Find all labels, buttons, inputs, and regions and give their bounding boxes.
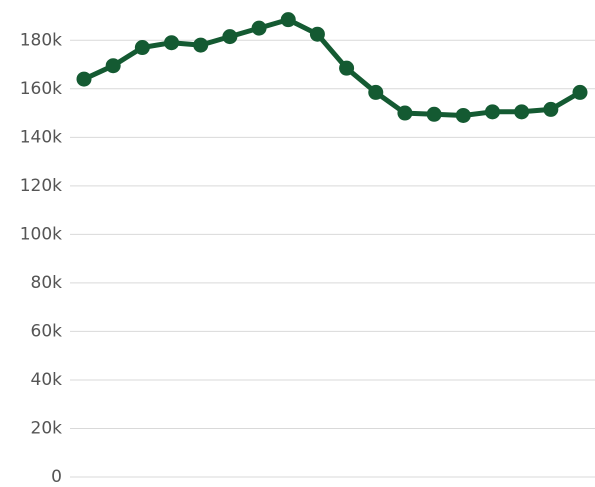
data-point-2[interactable]: [105, 58, 121, 74]
y-tick-label: 100k: [20, 224, 62, 244]
data-point-4[interactable]: [164, 35, 180, 51]
data-point-1[interactable]: [76, 71, 92, 87]
data-point-6[interactable]: [222, 29, 238, 45]
data-point-14[interactable]: [455, 107, 471, 123]
data-point-15[interactable]: [484, 104, 500, 120]
data-point-17[interactable]: [543, 101, 559, 117]
data-point-13[interactable]: [426, 106, 442, 122]
series-layer: [76, 12, 588, 123]
y-tick-label: 160k: [20, 79, 62, 99]
data-point-18[interactable]: [572, 84, 588, 100]
data-point-11[interactable]: [368, 84, 384, 100]
y-tick-label: 80k: [31, 273, 63, 293]
series-line: [81, 17, 583, 118]
data-point-10[interactable]: [339, 60, 355, 76]
data-point-5[interactable]: [193, 37, 209, 53]
y-tick-label: 120k: [20, 176, 62, 196]
y-tick-label: 40k: [31, 370, 63, 390]
y-tick-label: 180k: [20, 30, 62, 50]
data-point-12[interactable]: [397, 105, 413, 121]
y-axis-tick-labels: 0 20k 40k 60k 80k 100k 120k 140k 160k 180k: [20, 30, 62, 487]
y-tick-label: 0: [51, 467, 62, 487]
y-gridlines: [70, 39, 595, 478]
data-point-3[interactable]: [134, 40, 150, 56]
data-point-16[interactable]: [514, 104, 530, 120]
data-point-7[interactable]: [251, 20, 267, 36]
data-point-8[interactable]: [280, 12, 296, 28]
y-tick-label: 140k: [20, 127, 62, 147]
y-tick-label: 60k: [31, 321, 63, 341]
data-point-9[interactable]: [309, 26, 325, 42]
y-tick-label: 20k: [31, 418, 63, 438]
